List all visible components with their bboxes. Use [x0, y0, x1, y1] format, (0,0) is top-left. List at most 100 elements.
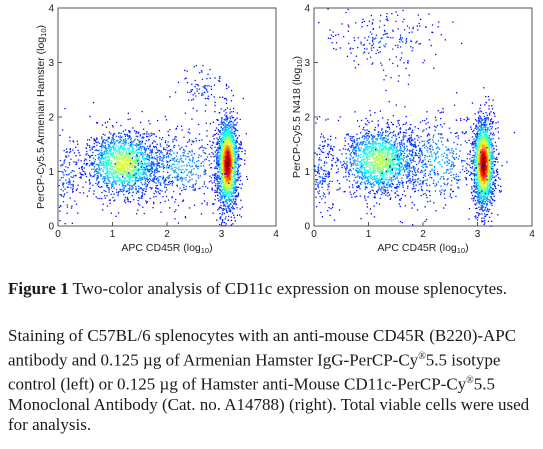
event-dot-pop1 — [220, 181, 222, 183]
event-dot-pop0 — [382, 167, 384, 169]
event-dot-pop0 — [92, 146, 94, 148]
event-dot-pop2 — [178, 161, 180, 163]
event-dot-pop0 — [150, 172, 152, 175]
event-dot-pop0 — [102, 154, 104, 156]
event-dot-pop0 — [132, 187, 134, 189]
event-dot-pop1 — [240, 187, 242, 189]
event-dot-pop0 — [123, 189, 125, 191]
event-dot-pop0 — [151, 168, 154, 170]
event-dot-pop0 — [381, 186, 383, 188]
event-dot-pop1 — [220, 190, 222, 192]
event-dot-pop1 — [225, 166, 227, 168]
event-dot-pop1 — [225, 169, 227, 171]
event-dot-pop2 — [144, 179, 147, 181]
event-dot-pop0 — [387, 191, 390, 194]
event-dot-pop0 — [137, 161, 139, 163]
event-dot-pop0 — [134, 156, 137, 158]
event-dot-pop0 — [119, 148, 121, 150]
event-dot-pop0 — [389, 163, 391, 165]
event-dot-pop0 — [113, 158, 116, 160]
event-dot-pop1 — [225, 151, 227, 153]
event-dot-pop2 — [192, 159, 194, 161]
event-dot-pop0 — [106, 160, 108, 162]
event-dot-pop0 — [146, 156, 148, 158]
event-dot-pop0 — [149, 169, 151, 171]
event-dot-pop1 — [224, 175, 226, 177]
event-dot-pop0 — [104, 173, 106, 175]
event-dot-pop1 — [230, 203, 232, 205]
event-dot-pop0 — [91, 147, 93, 149]
event-dot-pop0 — [127, 156, 129, 158]
event-dot-pop0 — [138, 173, 140, 176]
event-dot-pop1 — [216, 187, 218, 189]
event-dot-pop1 — [234, 220, 236, 222]
event-dot-pop0 — [374, 112, 376, 114]
event-dot-pop1 — [239, 175, 242, 177]
event-dot-pop1 — [226, 152, 229, 154]
event-dot-pop0 — [131, 188, 133, 191]
event-dot-pop1 — [229, 178, 232, 181]
event-dot-pop0 — [399, 148, 401, 150]
event-dot-pop0 — [117, 140, 119, 142]
event-dot-pop1 — [232, 169, 234, 171]
event-dot-pop1 — [225, 147, 227, 149]
event-dot-pop1 — [220, 127, 222, 129]
event-dot-pop0 — [130, 154, 132, 156]
event-dot-pop1 — [234, 123, 236, 126]
event-dot-pop0 — [134, 183, 136, 185]
event-dot-pop0 — [85, 175, 88, 178]
event-dot-pop2 — [199, 187, 201, 189]
event-dot-pop0 — [140, 161, 142, 163]
event-dot-pop0 — [347, 134, 349, 136]
event-dot-pop0 — [138, 191, 140, 193]
event-dot-pop2 — [143, 166, 145, 169]
event-dot-pop2 — [167, 156, 170, 158]
event-dot-pop2 — [158, 165, 160, 167]
event-dot-pop0 — [137, 199, 139, 202]
event-dot-pop0 — [123, 170, 125, 172]
event-dot-pop4 — [68, 164, 71, 166]
event-dot-pop2 — [208, 181, 210, 183]
event-dot-pop0 — [394, 152, 396, 154]
event-dot-pop0 — [119, 178, 121, 180]
event-dot-pop2 — [114, 163, 116, 165]
event-dot-pop0 — [123, 166, 125, 168]
event-dot-pop1 — [228, 137, 230, 139]
event-dot-pop3 — [191, 83, 193, 85]
event-dot-pop0 — [109, 160, 111, 162]
event-dot-pop2 — [161, 152, 163, 154]
event-dot-pop1 — [228, 129, 230, 132]
event-dot-pop0 — [395, 154, 397, 156]
event-dot-pop2 — [180, 157, 183, 159]
event-dot-pop1 — [217, 164, 219, 166]
event-dot-pop0 — [137, 147, 140, 149]
event-dot-pop2 — [169, 180, 171, 182]
event-dot-pop2 — [196, 160, 198, 163]
event-dot-pop4 — [59, 210, 61, 212]
event-dot-pop0 — [110, 141, 112, 143]
event-dot-pop0 — [117, 171, 120, 173]
event-dot-pop1 — [220, 201, 222, 204]
event-dot-pop0 — [103, 190, 105, 192]
event-dot-pop0 — [119, 161, 122, 163]
event-dot-pop1 — [235, 142, 237, 144]
event-dot-pop2 — [200, 162, 202, 164]
event-dot-pop1 — [224, 168, 226, 170]
event-dot-pop3 — [210, 85, 212, 88]
event-dot-pop0 — [132, 156, 134, 158]
event-dot-pop2 — [188, 150, 190, 152]
event-dot-pop0 — [109, 151, 112, 153]
event-dot-pop2 — [160, 184, 162, 186]
event-dot-pop0 — [373, 184, 375, 186]
event-dot-pop1 — [219, 143, 221, 145]
event-dot-pop1 — [225, 133, 227, 135]
event-dot-pop1 — [219, 130, 221, 132]
event-dot-pop0 — [139, 143, 141, 145]
event-dot-pop2 — [204, 171, 206, 173]
event-dot-pop0 — [145, 172, 147, 174]
event-dot-pop0 — [399, 198, 401, 200]
event-dot-pop0 — [116, 167, 118, 170]
event-dot-pop0 — [128, 144, 130, 146]
event-dot-pop0 — [121, 151, 123, 153]
